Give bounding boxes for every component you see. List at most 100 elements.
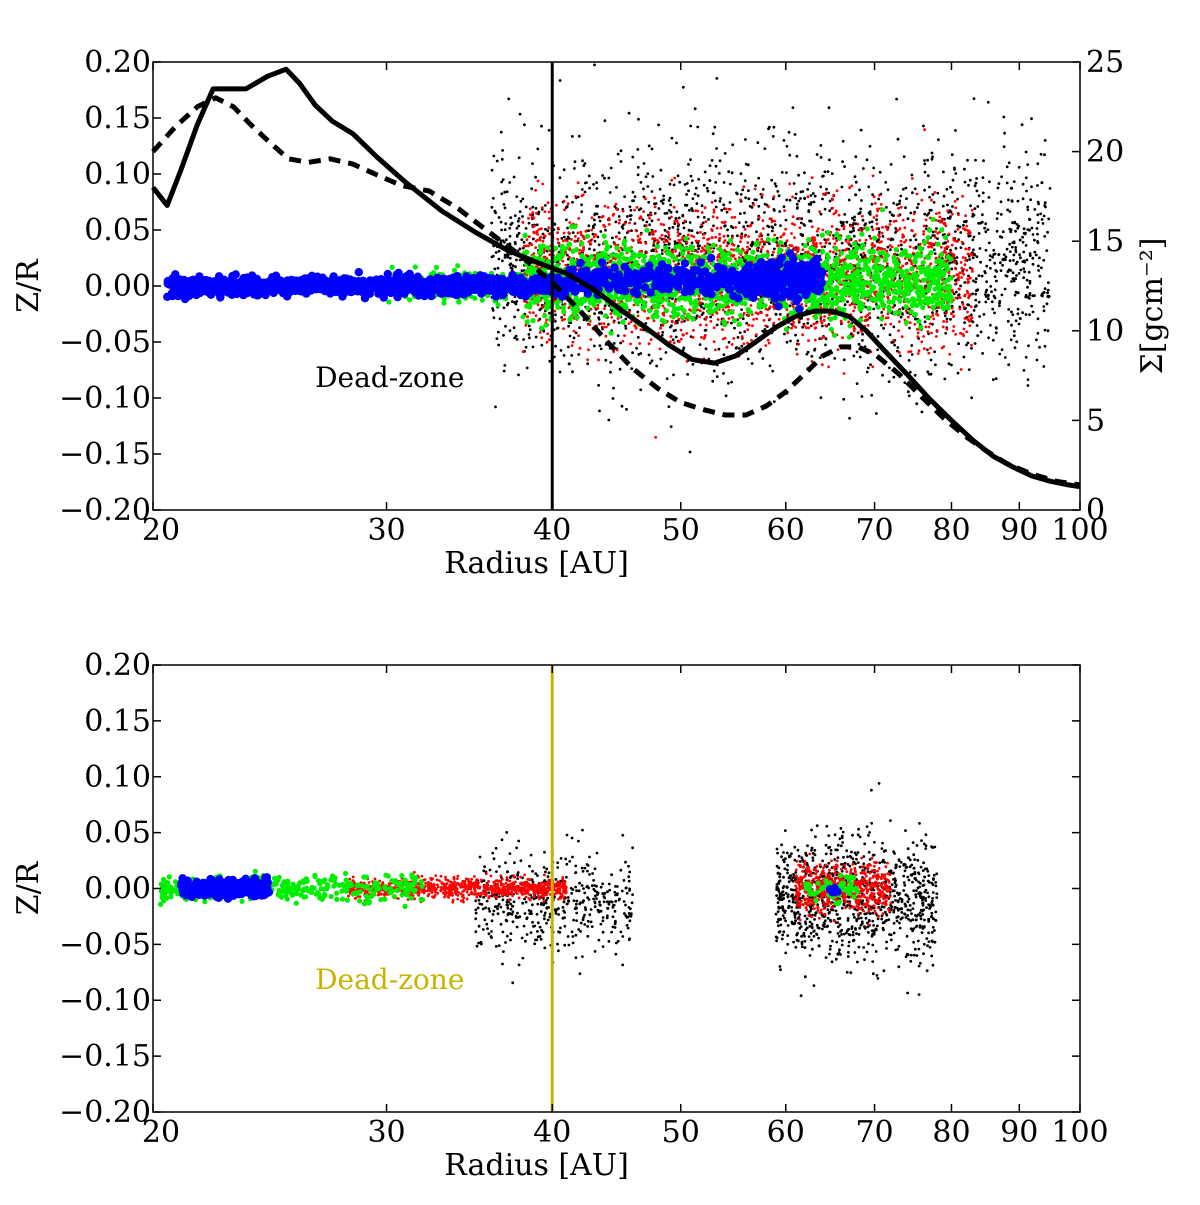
scatter-point-s1-c0 [824, 240, 828, 244]
scatter-point-s0-c0 [500, 228, 503, 232]
scatter-point-s1-c0 [967, 247, 971, 251]
scatter-point-s1-c0 [676, 231, 680, 234]
scatter-point-s1-c0 [676, 222, 680, 225]
scatter-point-s0-c0 [544, 227, 547, 231]
scatter-point-s0-c0 [578, 326, 581, 330]
scatter-point-s1-c0 [833, 242, 837, 246]
scatter-point-s0-c0 [936, 237, 939, 241]
scatter-point-s1-c0 [743, 228, 747, 231]
scatter-point-s0-c0 [868, 144, 872, 148]
scatter-point-s0-c0 [591, 232, 595, 236]
scatter-point-s0-c0 [592, 248, 596, 252]
scatter-point-s0-c0 [923, 320, 927, 324]
scatter-point-s0-c0 [738, 212, 742, 216]
scatter-point-s1-c0 [862, 251, 866, 255]
scatter-point-s1-c0 [644, 224, 648, 228]
scatter-point-s0-c0 [995, 217, 999, 221]
scatter-point-s0-c0 [893, 343, 896, 347]
scatter-point-s1-c0 [951, 212, 954, 216]
scatter-point-s1-c0 [964, 256, 967, 260]
scatter-point-s1-c0 [806, 317, 810, 321]
scatter-point-s0-c0 [930, 151, 934, 155]
scatter-point-s1-c0 [702, 337, 706, 340]
scatter-point-s1-c0 [711, 215, 715, 219]
scatter-point-s1-c0 [880, 240, 883, 244]
scatter-point-s0-c0 [972, 235, 976, 239]
scatter-point-s0-c0 [728, 182, 732, 186]
scatter-point-s1-c0 [847, 320, 850, 324]
scatter-point-s0-c0 [492, 196, 495, 200]
scatter-point-s1-c0 [766, 249, 769, 253]
scatter-point-s0-c0 [770, 253, 774, 257]
scatter-point-s0-c0 [800, 221, 803, 225]
scatter-point-s0-c0 [576, 239, 579, 243]
scatter-point-s0-c0 [861, 332, 864, 336]
scatter-point-s0-c0 [726, 381, 730, 385]
scatter-point-s1-c0 [698, 297, 701, 301]
scatter-point-s1-c0 [753, 187, 757, 191]
scatter-point-s1-c0 [768, 305, 772, 309]
scatter-point-s1-c0 [615, 348, 619, 352]
scatter-point-s0-c0 [973, 207, 977, 211]
scatter-point-s1-c0 [954, 239, 958, 243]
scatter-point-s0-c0 [853, 215, 856, 219]
scatter-point-s1-c0 [570, 238, 573, 241]
scatter-point-s1-c0 [970, 316, 974, 320]
scatter-point-s1-c0 [685, 360, 689, 363]
scatter-point-s0-c0 [630, 229, 633, 233]
scatter-point-s0-c0 [739, 172, 743, 176]
scatter-point-s0-c0 [842, 221, 845, 224]
scatter-point-s0-c0 [635, 346, 638, 350]
scatter-point-s1-c0 [945, 327, 949, 331]
scatter-point-s0-c0 [1011, 277, 1015, 281]
scatter-point-s0-c0 [1039, 152, 1043, 156]
scatter-point-s1-c0 [546, 332, 550, 336]
scatter-point-s0-c0 [858, 188, 861, 192]
scatter-point-s1-c0 [700, 223, 704, 227]
scatter-point-s0-c0 [619, 160, 623, 163]
scatter-point-s0-c0 [991, 307, 995, 311]
scatter-point-s0-c0 [668, 226, 671, 230]
scatter-point-s0-c0 [858, 355, 862, 359]
scatter-point-s0-c0 [819, 156, 823, 159]
scatter-point-s1-c0 [911, 229, 914, 233]
scatter-point-s0-c0 [840, 241, 844, 245]
scatter-point-s1-c0 [725, 345, 729, 349]
scatter-point-s1-c0 [806, 195, 810, 199]
scatter-point-s1-c0 [571, 340, 575, 344]
scatter-point-s1-c0 [647, 342, 651, 346]
scatter-point-s0-c0 [613, 205, 617, 208]
scatter-point-s1-c0 [773, 233, 777, 237]
scatter-point-s0-c0 [899, 194, 903, 198]
scatter-point-s1-c0 [755, 317, 759, 321]
scatter-point-s0-c0 [652, 244, 655, 247]
scatter-point-s0-c0 [1025, 189, 1028, 193]
scatter-point-s1-c0 [962, 273, 966, 276]
scatter-point-s0-c0 [757, 204, 761, 208]
scatter-point-s0-c0 [628, 214, 632, 218]
scatter-point-s0-c0 [644, 175, 648, 179]
scatter-point-s0-c0 [854, 155, 858, 159]
scatter-point-s0-c0 [729, 225, 733, 228]
scatter-point-s0-c0 [567, 324, 570, 328]
scatter-point-s0-c0 [768, 125, 771, 129]
scatter-point-s1-c0 [844, 239, 848, 243]
scatter-point-s1-c0 [619, 246, 623, 250]
scatter-point-s0-c0 [1025, 278, 1029, 282]
scatter-point-s1-c0 [673, 219, 677, 223]
scatter-point-s0-c0 [867, 366, 870, 370]
scatter-point-s0-c0 [909, 238, 912, 242]
scatter-point-s0-c0 [1026, 163, 1030, 167]
scatter-point-s1-c0 [556, 226, 560, 230]
scatter-point-s2-c0 [433, 264, 439, 270]
scatter-point-s0-c0 [857, 342, 861, 346]
scatter-point-s1-c0 [815, 242, 818, 245]
scatter-point-s0-c0 [899, 315, 903, 319]
scatter-point-s0-c0 [527, 333, 531, 336]
scatter-point-s0-c0 [773, 247, 776, 251]
scatter-point-s0-c0 [637, 208, 641, 212]
scatter-point-s0-c0 [521, 215, 524, 218]
scatter-point-s0-c0 [931, 155, 934, 159]
scatter-point-s0-c0 [527, 221, 531, 225]
scatter-point-s1-c0 [541, 182, 545, 186]
